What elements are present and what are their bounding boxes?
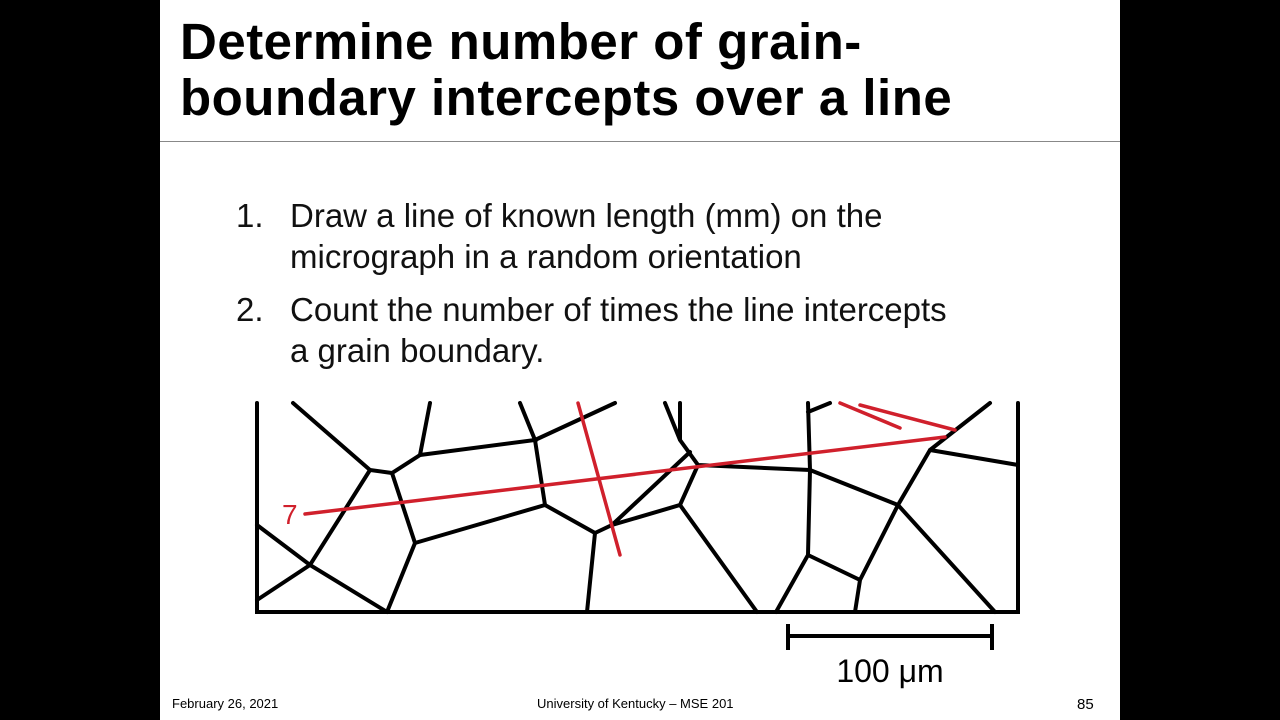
- slide: Determine number of grain- boundary inte…: [160, 0, 1120, 720]
- list-text: Draw a line of known length (mm) on the …: [290, 195, 882, 277]
- intercept-lines: [303, 401, 957, 557]
- footer-date: February 26, 2021: [172, 696, 279, 711]
- title-line: boundary intercepts over a line: [180, 69, 953, 126]
- footer-course: University of Kentucky – MSE 201: [537, 696, 734, 711]
- text-line: micrograph in a random orientation: [290, 238, 802, 275]
- slide-title: Determine number of grain- boundary inte…: [180, 14, 952, 126]
- text-line: a grain boundary.: [290, 332, 545, 369]
- title-line: Determine number of grain-: [180, 13, 862, 70]
- title-rule: [160, 141, 1120, 142]
- text-line: Count the number of times the line inter…: [290, 291, 947, 328]
- list-marker: 1.: [236, 197, 264, 234]
- text-line: Draw a line of known length (mm) on the: [290, 197, 883, 234]
- scale-bar: [786, 624, 994, 650]
- page-number: 85: [1077, 696, 1094, 713]
- line-label: 7: [282, 499, 298, 530]
- micrograph: 7 100 μm: [255, 401, 1020, 689]
- grain-boundaries: [255, 401, 1020, 614]
- list-text: Count the number of times the line inter…: [290, 289, 947, 371]
- list-marker: 2.: [236, 291, 264, 328]
- scale-label: 100 μm: [836, 653, 943, 689]
